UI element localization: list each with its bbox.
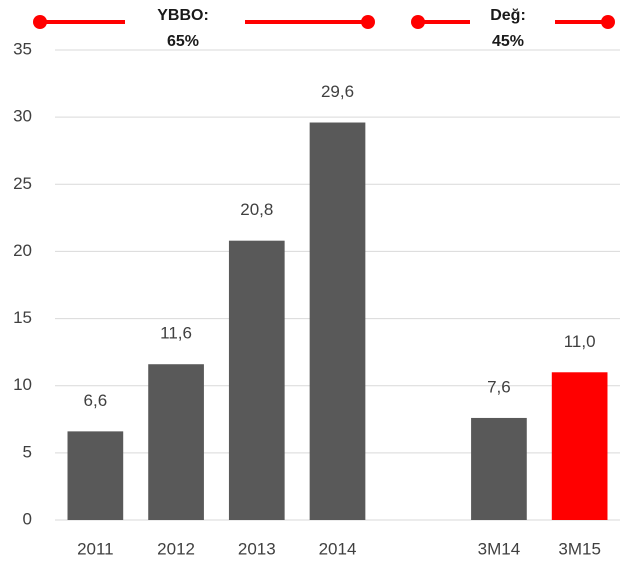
annotation-dot	[33, 15, 47, 29]
y-tick-label: 20	[13, 241, 32, 260]
y-tick-label: 10	[13, 375, 32, 394]
y-tick-label: 35	[13, 39, 32, 58]
y-tick-label: 25	[13, 174, 32, 193]
annotation: YBBO:	[157, 7, 209, 24]
y-tick-label: 15	[13, 308, 32, 327]
y-tick-label: 5	[23, 442, 32, 461]
annotation-dot	[601, 15, 615, 29]
x-tick-label: 2013	[238, 539, 276, 558]
annotation-lines	[33, 15, 615, 29]
bar	[67, 431, 124, 520]
annotation-dot	[411, 15, 425, 29]
bar	[471, 417, 527, 520]
annotation: 65%	[167, 33, 199, 50]
y-tick-label: 30	[13, 107, 32, 126]
annotation-dot	[361, 15, 375, 29]
x-tick-label: 2011	[77, 539, 114, 558]
bar	[551, 372, 608, 520]
value-label: 11,0	[564, 332, 596, 351]
x-tick-label: 3M14	[478, 539, 521, 558]
y-tick-label: 0	[23, 509, 32, 528]
value-label: 11,6	[160, 324, 192, 343]
bar	[309, 122, 366, 520]
bar	[148, 364, 204, 520]
x-tick-label: 3M15	[558, 539, 601, 558]
value-label: 20,8	[240, 200, 273, 219]
value-label: 29,6	[321, 82, 354, 101]
value-label: 6,6	[84, 391, 108, 410]
value-label: 7,6	[487, 377, 511, 396]
x-tick-label: 2014	[319, 539, 357, 558]
x-tick-label: 2012	[157, 539, 195, 558]
annotation: Değ:	[490, 7, 526, 24]
bar	[228, 240, 285, 520]
annotation: 45%	[492, 33, 524, 50]
